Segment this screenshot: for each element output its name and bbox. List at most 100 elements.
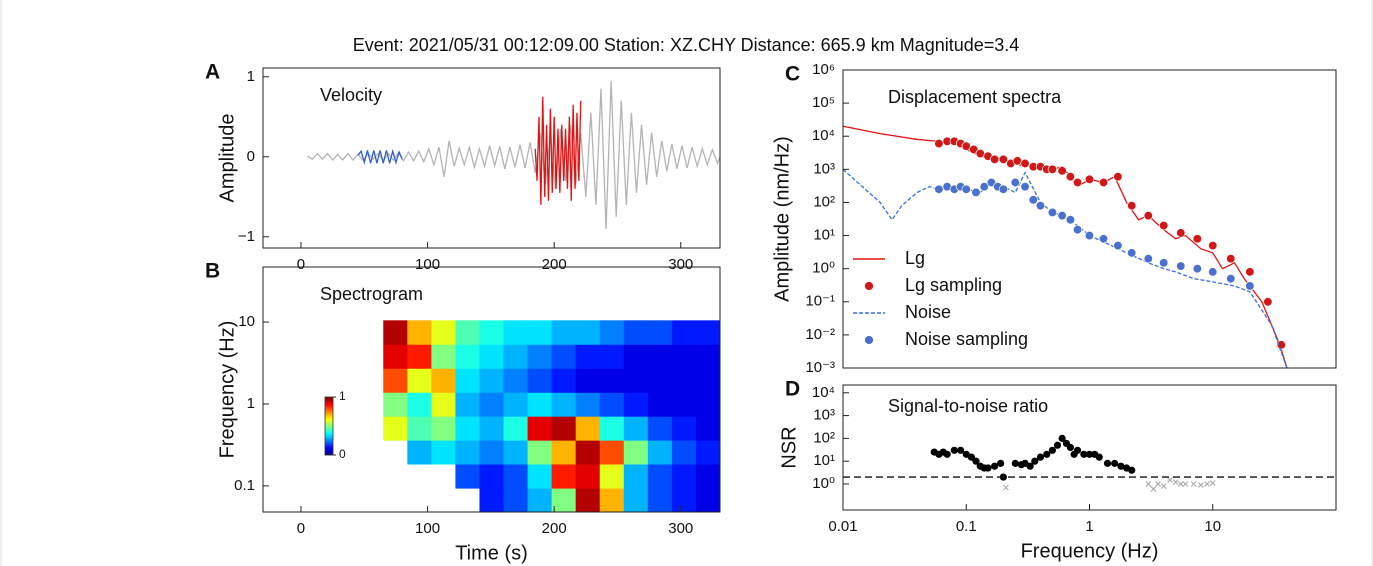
colorbar-step (325, 417, 333, 420)
heat-cell (383, 368, 408, 393)
cross-point (1172, 479, 1179, 486)
heat-cell (695, 440, 720, 465)
colorbar-step (325, 431, 333, 434)
heat-cell (647, 368, 673, 393)
data-point (1065, 172, 1076, 182)
data-point (1012, 156, 1023, 166)
cross-point (1150, 486, 1157, 492)
heat-cell (599, 320, 625, 345)
data-point (1066, 443, 1075, 452)
heat-cell (575, 488, 601, 512)
heat-cell (695, 320, 720, 345)
x-tick-label: 300 (668, 256, 693, 273)
data-point (967, 453, 975, 461)
panel-letter: C (785, 63, 800, 86)
heat-cell (455, 392, 480, 417)
heat-cell (551, 416, 577, 441)
data-point (1098, 177, 1109, 188)
panel-letter: D (785, 378, 800, 401)
data-point (1226, 273, 1236, 284)
colorbar-tick-label: 0 (339, 447, 346, 461)
heat-cell (383, 344, 408, 369)
panel-letter: B (205, 260, 220, 283)
heat-cell (503, 464, 529, 489)
heat-cell (695, 488, 720, 512)
y-tick-label: 10¹ (813, 452, 835, 469)
heat-cell (575, 320, 601, 345)
heat-cell (407, 368, 432, 393)
y-axis-label: NSR (778, 426, 800, 468)
data-point (961, 184, 971, 194)
data-point (1226, 254, 1236, 264)
cross-point (1167, 477, 1173, 483)
heat-cell (455, 416, 480, 441)
heat-cell (479, 320, 505, 345)
heat-cell (527, 464, 553, 489)
plot-area (930, 434, 1216, 492)
data-point (998, 154, 1009, 165)
heat-cell (671, 344, 697, 369)
heat-cell (479, 344, 505, 369)
cross-point (1177, 481, 1184, 487)
data-point (1057, 210, 1067, 221)
heat-cell (647, 416, 673, 441)
colorbar-step (325, 427, 333, 430)
y-tick-label: 10⁻³ (805, 359, 835, 376)
colorbar-step (325, 411, 333, 414)
colorbar-step (325, 401, 333, 404)
data-point (1245, 267, 1255, 277)
data-point (1208, 267, 1218, 277)
data-point (1010, 177, 1020, 188)
y-tick-label: 10¹ (813, 227, 835, 244)
heat-cell (551, 464, 577, 489)
x-tick-label: 10 (1204, 518, 1221, 535)
colorbar-step (325, 453, 333, 456)
colorbar-step (325, 420, 333, 422)
data-point (1192, 234, 1203, 244)
data-point (1031, 457, 1039, 465)
heat-cell (599, 464, 625, 489)
heat-cell (599, 392, 625, 417)
y-tick-label: 1 (247, 68, 255, 85)
heat-cell (383, 320, 408, 345)
colorbar-step (325, 405, 333, 408)
cross-point (1209, 480, 1216, 486)
plot-area (306, 80, 720, 229)
cross-point (1155, 481, 1161, 487)
heat-cell (623, 488, 649, 512)
data-point (997, 459, 1005, 467)
cross-point (1197, 482, 1204, 488)
heat-cell (431, 368, 456, 393)
colorbar-step (325, 415, 333, 418)
colorbar-step (325, 404, 333, 406)
series-line (357, 148, 403, 165)
heat-cell (527, 416, 553, 441)
heat-cell (647, 464, 673, 489)
heat-cell (503, 416, 529, 441)
y-tick-label: 10³ (813, 407, 835, 424)
panel-annotation: Spectrogram (320, 284, 423, 304)
data-point (1085, 450, 1094, 458)
data-point (1048, 446, 1056, 454)
data-point (969, 144, 979, 155)
heat-cell (527, 344, 553, 369)
axes-frame (842, 69, 1337, 369)
data-point (1020, 181, 1030, 192)
data-point (1073, 446, 1082, 454)
heat-cell (671, 416, 697, 441)
x-tick-label: 100 (415, 256, 440, 273)
legend-symbol (864, 281, 874, 291)
heat-cell (599, 368, 625, 393)
data-point (1084, 174, 1095, 184)
y-tick-label: 10⁰ (812, 260, 835, 277)
heat-cell (551, 440, 577, 465)
data-point (1263, 297, 1273, 307)
heat-cell (503, 440, 529, 465)
y-tick-label: 10² (813, 429, 835, 446)
colorbar-step (325, 423, 333, 425)
y-tick-label: 10⁶ (812, 61, 835, 78)
heat-cell (455, 344, 480, 369)
colorbar-step (325, 414, 333, 417)
heat-cell (671, 320, 697, 345)
colorbar-step (325, 407, 333, 409)
